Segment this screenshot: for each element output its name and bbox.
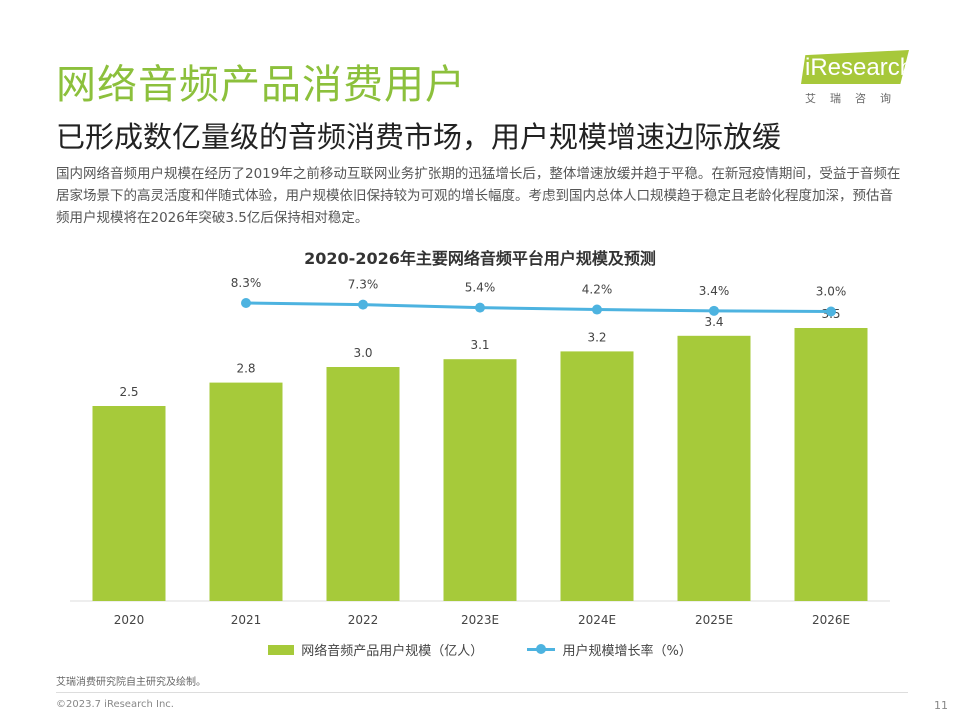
bar-label: 3.0 [353,346,372,360]
bar [443,359,517,601]
source-note: 艾瑞消费研究院自主研究及绘制。 [56,677,206,688]
bar-label: 2.5 [119,385,138,399]
growth-point [358,299,368,310]
growth-label: 5.4% [465,281,496,295]
x-tick-label: 2025E [695,613,733,627]
copyright: ©2023.7 iResearch Inc. [56,699,174,710]
x-tick-label: 2024E [578,613,616,627]
growth-point [709,305,719,316]
growth-label: 3.0% [816,284,847,298]
growth-point [475,302,485,313]
page-subtitle: 已形成数亿量级的音频消费市场，用户规模增速边际放缓 [56,120,782,154]
legend: 网络音频产品用户规模（亿人） 用户规模增长率（%） [0,640,960,659]
x-tick-label: 2023E [461,613,499,627]
bar [326,367,400,601]
legend-bar-label: 网络音频产品用户规模（亿人） [301,644,484,659]
growth-point [826,306,836,317]
bar-label: 3.2 [587,330,606,344]
page-number: 11 [934,699,948,712]
footer-divider [56,692,908,693]
legend-line-label: 用户规模增长率（%） [562,644,692,659]
x-tick-label: 2022 [348,613,379,627]
bar [794,328,868,601]
growth-point [592,304,602,315]
bar [677,335,751,601]
growth-label: 8.3% [231,276,262,290]
x-tick-label: 2021 [231,613,262,627]
page-title: 网络音频产品消费用户 [56,62,466,108]
x-tick-label: 2026E [812,613,850,627]
bar-label: 2.8 [236,362,255,376]
legend-bar-swatch [268,644,295,655]
x-tick-label: 2020 [114,613,145,627]
bar [560,351,634,601]
iresearch-logo: iResearch 艾瑞咨询 [793,50,913,105]
growth-label: 3.4% [699,284,730,298]
bar [209,382,283,601]
growth-label: 7.3% [348,278,379,292]
bar-label: 3.1 [470,338,489,352]
body-text: 国内网络音频用户规模在经历了2019年之前移动互联网业务扩张期的迅猛增长后，整体… [56,166,901,226]
growth-label: 4.2% [582,283,613,297]
bar [92,406,166,601]
bar-label: 3.4 [704,315,723,329]
chart-title: 2020-2026年主要网络音频平台用户规模及预测 [304,249,656,268]
legend-line-swatch [527,644,556,654]
growth-point [241,298,251,308]
growth-line [245,301,832,313]
